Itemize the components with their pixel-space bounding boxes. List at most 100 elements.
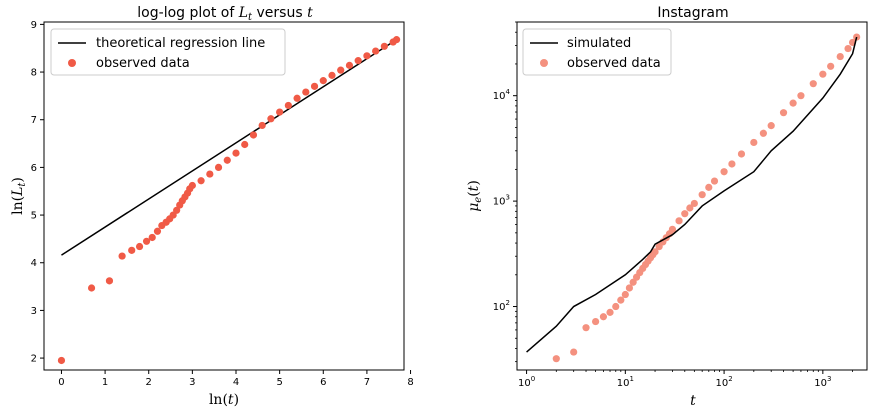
- left-regression-line: [61, 39, 397, 256]
- left-data-point: [197, 177, 205, 185]
- left-legend-label-0: theoretical regression line: [96, 36, 265, 51]
- left-data-point: [328, 71, 336, 79]
- left-data-point: [267, 115, 275, 123]
- right-x-tick-label: 103: [814, 375, 831, 389]
- right-x-tick-label: 101: [617, 375, 634, 389]
- left-data-point: [392, 36, 401, 44]
- left-data-point: [188, 181, 196, 190]
- left-data-point: [302, 88, 310, 96]
- left-x-tick-label: 2: [146, 377, 152, 388]
- left-y-tick-label: 9: [31, 20, 37, 31]
- left-data-point: [148, 233, 156, 242]
- left-x-tick-label: 1: [102, 377, 108, 388]
- right-data-point: [552, 355, 560, 363]
- right-data-point: [819, 70, 827, 78]
- right-data-point: [591, 317, 600, 326]
- left-data-point: [363, 52, 371, 60]
- left-chart: log-log plot of Lt versus t 0 1 2 3 4 5 6 7 8 2 3 4…: [10, 5, 414, 408]
- left-axes-frame: [43, 21, 405, 371]
- left-x-tick-label: 7: [364, 377, 370, 388]
- left-x-tick-label: 5: [276, 377, 282, 388]
- left-y-tick-label: 6: [31, 163, 37, 174]
- right-data-point: [836, 52, 844, 61]
- right-data-point: [720, 168, 728, 176]
- right-data-point: [617, 296, 625, 304]
- right-data-point: [582, 324, 590, 332]
- right-data-point: [606, 308, 614, 316]
- right-y-tick-label: 102: [493, 299, 510, 313]
- right-data-point: [797, 92, 805, 100]
- left-data-point: [249, 131, 258, 139]
- left-data-point: [173, 206, 181, 214]
- left-data-point: [105, 277, 114, 285]
- right-legend-label-1: observed data: [567, 56, 661, 71]
- left-y-tick-label: 8: [31, 68, 37, 79]
- right-data-point: [668, 225, 677, 233]
- left-x-tick-label: 8: [407, 377, 413, 388]
- right-simulated-line: [526, 36, 858, 353]
- left-x-tick-label: 3: [189, 377, 195, 388]
- right-data-point: [698, 191, 706, 199]
- right-y-axis-label: μe(t): [466, 180, 484, 212]
- left-data-point: [206, 170, 214, 178]
- left-y-axis-label: ln(Lt): [10, 177, 28, 215]
- right-data-point: [767, 122, 775, 130]
- right-legend: simulated observed data: [522, 28, 672, 76]
- left-legend-box: [50, 28, 286, 76]
- left-legend: theoretical regression line observed dat…: [50, 28, 286, 76]
- right-data-point: [570, 348, 578, 356]
- left-ticks: 0 1 2 3 4 5 6 7 8 2 3 4 5 6 7 8 9: [31, 20, 414, 388]
- left-x-tick-label: 6: [320, 377, 326, 388]
- right-legend-marker-swatch: [540, 59, 548, 67]
- right-data-point: [779, 109, 788, 117]
- left-data-point: [128, 246, 136, 254]
- left-data-point: [319, 77, 327, 85]
- right-data-point: [675, 217, 683, 225]
- left-data-point: [232, 149, 240, 157]
- left-y-tick-label: 7: [31, 115, 37, 126]
- left-y-tick-label: 4: [31, 258, 37, 269]
- right-x-tick-label: 100: [518, 375, 535, 389]
- left-y-tick-label: 2: [31, 354, 37, 365]
- left-data-point: [258, 121, 266, 130]
- left-data-point: [118, 252, 126, 260]
- left-data-point: [142, 237, 151, 245]
- right-legend-box: [522, 28, 672, 76]
- right-data-point: [705, 183, 713, 191]
- left-legend-marker-swatch: [68, 59, 76, 67]
- right-legend-label-0: simulated: [567, 36, 631, 51]
- right-chart-title: Instagram: [657, 5, 728, 21]
- left-y-tick-label: 3: [31, 306, 37, 317]
- left-data-point: [276, 108, 284, 116]
- left-data-point: [284, 101, 292, 110]
- left-plot-area: [57, 36, 401, 365]
- right-data-point: [827, 62, 835, 70]
- left-data-point: [57, 356, 66, 365]
- left-data-point: [153, 227, 162, 235]
- left-data-point: [310, 82, 319, 90]
- right-x-axis-label: t: [690, 393, 696, 409]
- right-y-tick-label: 103: [493, 194, 510, 208]
- left-chart-title: log-log plot of Lt versus t: [137, 5, 313, 23]
- left-data-point: [354, 57, 362, 65]
- right-y-tick-label: 104: [493, 88, 511, 102]
- left-data-point: [293, 94, 301, 102]
- left-data-point: [135, 242, 144, 251]
- right-data-point: [625, 284, 634, 292]
- left-data-point: [241, 140, 249, 149]
- left-data-point: [337, 66, 345, 74]
- right-x-tick-label: 102: [715, 375, 732, 389]
- right-data-point: [750, 138, 758, 147]
- right-data-point: [759, 129, 767, 137]
- right-data-point: [710, 177, 719, 185]
- right-data-point: [651, 248, 659, 256]
- right-plot-area: [526, 33, 861, 363]
- right-data-point: [690, 199, 698, 208]
- right-data-point: [728, 160, 736, 168]
- right-data-point: [844, 44, 852, 53]
- left-legend-label-1: observed data: [96, 56, 190, 71]
- right-ticks: 100 101 102 103 102 103 104: [493, 21, 853, 389]
- left-data-point: [87, 284, 96, 292]
- right-data-point: [612, 302, 620, 311]
